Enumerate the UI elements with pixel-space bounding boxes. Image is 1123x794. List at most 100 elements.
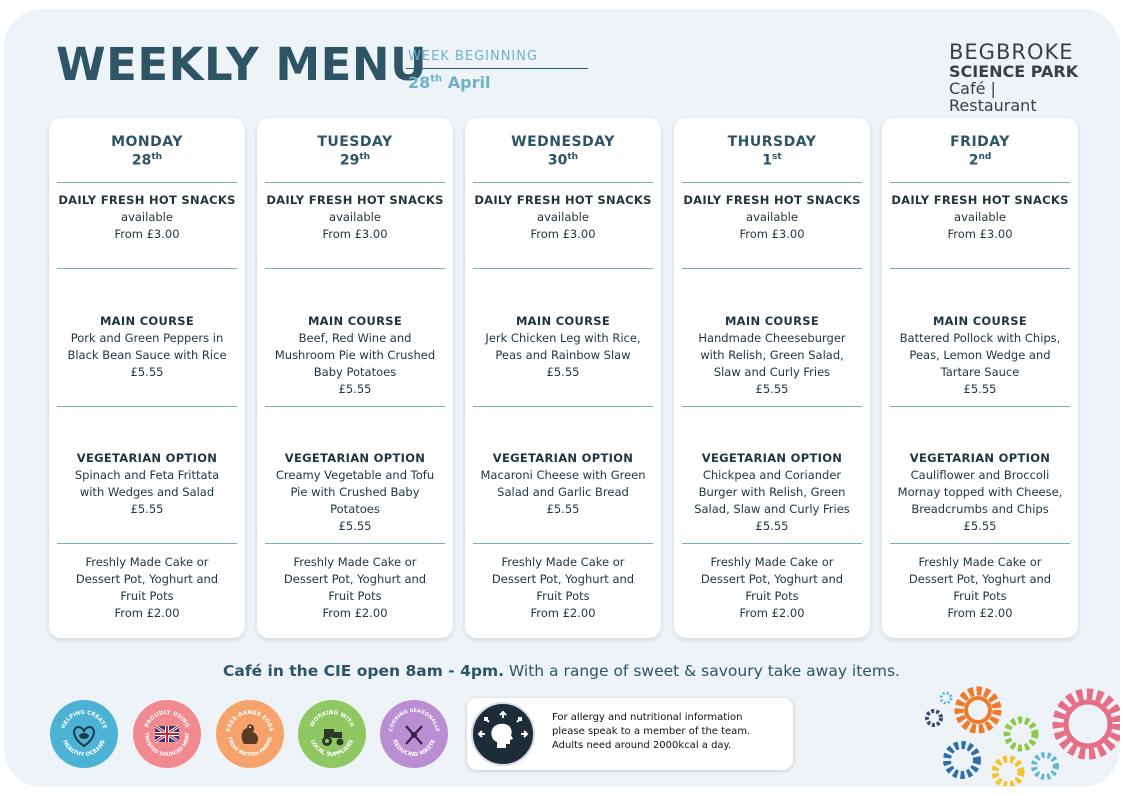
day-card-thursday: THURSDAY 1st DAILY FRESH HOT SNACKS avai…: [674, 118, 870, 638]
main-heading: MAIN COURSE: [932, 314, 1028, 328]
veg-line: with Wedges and Salad: [79, 485, 215, 499]
veg-line: Macaroni Cheese with Green: [480, 468, 646, 482]
main-course-section: MAIN COURSE Battered Pollock with Chips,…: [888, 313, 1072, 398]
dessert-line: Freshly Made Cake or: [293, 555, 417, 569]
main-line: Baby Potatoes: [313, 365, 397, 379]
veg-line: Spinach and Feta Frittata: [74, 468, 220, 482]
badge-bottom-text: LOCAL SUPPLIERS: [309, 739, 355, 758]
dessert-section: Freshly Made Cake or Dessert Pot, Yoghur…: [471, 554, 655, 622]
day-date: 2nd: [882, 152, 1078, 169]
dessert-line: Fruit Pots: [536, 589, 590, 603]
tractor-icon: WORKING WITH LOCAL SUPPLIERS: [309, 710, 355, 758]
veg-line: Mornay topped with Cheese,: [897, 485, 1063, 499]
svg-text:HEALTHY OCEANS: HEALTHY OCEANS: [61, 739, 107, 758]
allergy-info-card: For allergy and nutritional information …: [467, 698, 793, 770]
day-suffix: st: [772, 152, 782, 162]
divider: [57, 406, 237, 407]
divider: [265, 268, 445, 269]
badge-top-text: WORKING WITH: [309, 710, 354, 729]
day-columns: MONDAY 28th DAILY FRESH HOT SNACKS avail…: [49, 118, 1079, 638]
main-heading: MAIN COURSE: [99, 314, 195, 328]
day-name: THURSDAY: [727, 134, 817, 150]
day-suffix: nd: [978, 152, 992, 162]
snacks-availability: available: [746, 210, 798, 224]
allergy-line-2: please speak to a member of the team.: [552, 726, 751, 737]
week-date: 28th April: [408, 73, 490, 92]
snacks-heading: DAILY FRESH HOT SNACKS: [683, 193, 861, 207]
veg-line: Pie with Crushed Baby: [290, 485, 420, 499]
divider: [57, 182, 237, 183]
heart-fish-icon: HELPING CREATE HEALTHY OCEANS: [61, 710, 108, 758]
snacks-section: DAILY FRESH HOT SNACKS available From £3…: [471, 192, 655, 243]
main-line: Pork and Green Peppers in: [70, 331, 224, 345]
badge-cooking-seasonally: COOKING SEASONALLY REDUCING WASTE: [380, 700, 448, 768]
dessert-line: Fruit Pots: [328, 589, 382, 603]
dessert-section: Freshly Made Cake or Dessert Pot, Yoghur…: [263, 554, 447, 622]
snacks-availability: available: [329, 210, 381, 224]
dessert-line: Dessert Pot, Yoghurt and: [491, 572, 635, 586]
day-date: 29th: [257, 152, 453, 169]
divider: [682, 406, 862, 407]
dessert-section: Freshly Made Cake or Dessert Pot, Yoghur…: [888, 554, 1072, 622]
dessert-price: From £2.00: [947, 606, 1013, 620]
badge-free-range-eggs: FREE-RANGE EGGS FROM BRITISH FARMS: [216, 700, 284, 768]
main-course-section: MAIN COURSE Beef, Red Wine and Mushroom …: [263, 313, 447, 398]
snacks-price: From £3.00: [530, 227, 596, 241]
main-heading: MAIN COURSE: [307, 314, 403, 328]
main-line: Black Bean Sauce with Rice: [67, 348, 227, 362]
veg-line: Chickpea and Coriander: [702, 468, 842, 482]
veg-heading: VEGETARIAN OPTION: [909, 451, 1051, 465]
day-number: 30: [547, 152, 568, 169]
allergy-line-1: For allergy and nutritional information: [552, 712, 743, 723]
day-card-monday: MONDAY 28th DAILY FRESH HOT SNACKS avail…: [49, 118, 245, 638]
allergy-line-3: Adults need around 2000kcal a day.: [552, 740, 732, 751]
divider: [682, 268, 862, 269]
badge-bottom-text: HEALTHY OCEANS: [61, 739, 107, 758]
main-price: £5.55: [546, 365, 580, 379]
divider: [890, 182, 1070, 183]
snacks-availability: available: [537, 210, 589, 224]
day-name: FRIDAY: [950, 134, 1010, 150]
snacks-heading: DAILY FRESH HOT SNACKS: [58, 193, 236, 207]
chicken-icon: FREE-RANGE EGGS FROM BRITISH FARMS: [226, 710, 274, 758]
main-price: £5.55: [130, 365, 164, 379]
cafe-opening-info: Café in the CIE open 8am - 4pm. With a r…: [0, 662, 1123, 680]
dessert-line: Fruit Pots: [953, 589, 1007, 603]
snacks-heading: DAILY FRESH HOT SNACKS: [474, 193, 652, 207]
main-course-section: MAIN COURSE Handmade Cheeseburger with R…: [680, 313, 864, 398]
dessert-line: Freshly Made Cake or: [710, 555, 834, 569]
main-heading: MAIN COURSE: [515, 314, 611, 328]
day-card-friday: FRIDAY 2nd DAILY FRESH HOT SNACKS availa…: [882, 118, 1078, 638]
gear-icon: [1031, 752, 1059, 780]
veg-price: £5.55: [130, 502, 164, 516]
veg-line: Breadcrumbs and Chips: [911, 502, 1049, 516]
badge-healthy-oceans: HELPING CREATE HEALTHY OCEANS: [50, 700, 118, 768]
gears-decoration: [925, 686, 1120, 786]
day-number: 2: [968, 152, 979, 169]
dessert-line: Fruit Pots: [745, 589, 799, 603]
day-suffix: th: [567, 152, 579, 162]
day-number: 29: [339, 152, 360, 169]
vegetarian-section: VEGETARIAN OPTION Cauliflower and Brocco…: [888, 450, 1072, 535]
divider: [265, 406, 445, 407]
main-course-section: MAIN COURSE Pork and Green Peppers in Bl…: [55, 313, 239, 381]
veg-line: Potatoes: [330, 502, 380, 516]
dessert-section: Freshly Made Cake or Dessert Pot, Yoghur…: [680, 554, 864, 622]
dessert-line: Fruit Pots: [120, 589, 174, 603]
week-divider: [406, 68, 588, 69]
dessert-line: Dessert Pot, Yoghurt and: [283, 572, 427, 586]
vegetarian-section: VEGETARIAN OPTION Macaroni Cheese with G…: [471, 450, 655, 518]
snacks-price: From £3.00: [739, 227, 805, 241]
veg-line: Salad and Garlic Bread: [497, 485, 629, 499]
divider: [473, 182, 653, 183]
allergy-info-text: For allergy and nutritional information …: [552, 711, 787, 753]
divider: [890, 268, 1070, 269]
union-flag-icon: PROUDLY USING TRUSTED SOURCED MEAT: [143, 710, 191, 758]
gear-icon: [991, 755, 1025, 786]
svg-text:HELPING CREATE: HELPING CREATE: [61, 710, 108, 730]
gear-icon: [943, 741, 981, 779]
main-course-section: MAIN COURSE Jerk Chicken Leg with Rice, …: [471, 313, 655, 381]
veg-price: £5.55: [963, 519, 997, 533]
snacks-price: From £3.00: [114, 227, 180, 241]
main-price: £5.55: [338, 382, 372, 396]
